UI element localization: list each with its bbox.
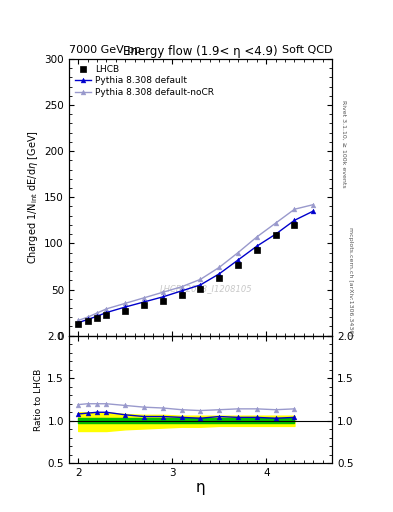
- Pythia 8.308 default: [160, 294, 165, 300]
- LHCB: [217, 275, 222, 282]
- LHCB: [104, 312, 109, 318]
- LHCB: [273, 232, 278, 238]
- Pythia 8.308 default-noCR: [255, 234, 259, 240]
- Pythia 8.308 default: [292, 217, 297, 223]
- Pythia 8.308 default-noCR: [76, 317, 81, 324]
- LHCB: [85, 318, 90, 324]
- Pythia 8.308 default: [311, 208, 316, 214]
- LHCB: [236, 262, 241, 268]
- Pythia 8.308 default: [141, 299, 146, 305]
- Text: LHCB_2013_I1208105: LHCB_2013_I1208105: [160, 284, 252, 293]
- Pythia 8.308 default-noCR: [292, 206, 297, 212]
- Text: Rivet 3.1.10, ≥ 100k events: Rivet 3.1.10, ≥ 100k events: [341, 99, 346, 187]
- Pythia 8.308 default-noCR: [104, 306, 109, 312]
- Legend: LHCB, Pythia 8.308 default, Pythia 8.308 default-noCR: LHCB, Pythia 8.308 default, Pythia 8.308…: [73, 63, 216, 98]
- Pythia 8.308 default: [198, 282, 203, 288]
- Pythia 8.308 default-noCR: [217, 264, 222, 270]
- Pythia 8.308 default: [95, 313, 99, 319]
- Pythia 8.308 default-noCR: [123, 300, 128, 306]
- LHCB: [95, 315, 99, 321]
- X-axis label: η: η: [196, 480, 205, 495]
- Pythia 8.308 default-noCR: [198, 276, 203, 283]
- Y-axis label: Charged 1/N$_\mathrm{int}$ dE/d$\eta$ [GeV]: Charged 1/N$_\mathrm{int}$ dE/d$\eta$ [G…: [26, 131, 40, 264]
- Pythia 8.308 default: [236, 257, 241, 263]
- Line: LHCB: LHCB: [75, 222, 298, 327]
- Pythia 8.308 default: [85, 316, 90, 323]
- Text: mcplots.cern.ch [arXiv:1306.3436]: mcplots.cern.ch [arXiv:1306.3436]: [348, 227, 353, 336]
- LHCB: [255, 247, 259, 253]
- Pythia 8.308 default-noCR: [311, 202, 316, 208]
- LHCB: [123, 308, 128, 314]
- Pythia 8.308 default-noCR: [236, 249, 241, 255]
- LHCB: [198, 286, 203, 292]
- Line: Pythia 8.308 default-noCR: Pythia 8.308 default-noCR: [76, 202, 316, 323]
- Pythia 8.308 default: [123, 304, 128, 310]
- Pythia 8.308 default-noCR: [273, 220, 278, 226]
- Pythia 8.308 default-noCR: [160, 289, 165, 295]
- Pythia 8.308 default-noCR: [179, 284, 184, 290]
- Text: Soft QCD: Soft QCD: [282, 45, 332, 55]
- Text: 7000 GeV pp: 7000 GeV pp: [69, 45, 141, 55]
- LHCB: [160, 297, 165, 304]
- LHCB: [292, 222, 297, 228]
- Pythia 8.308 default: [76, 319, 81, 326]
- Y-axis label: Ratio to LHCB: Ratio to LHCB: [34, 368, 43, 431]
- Pythia 8.308 default: [273, 231, 278, 237]
- Pythia 8.308 default: [217, 271, 222, 277]
- Pythia 8.308 default: [104, 309, 109, 315]
- Pythia 8.308 default-noCR: [95, 310, 99, 316]
- Pythia 8.308 default-noCR: [85, 314, 90, 320]
- Line: Pythia 8.308 default: Pythia 8.308 default: [76, 209, 316, 325]
- LHCB: [76, 321, 81, 327]
- Title: Energy flow (1.9< η <4.9): Energy flow (1.9< η <4.9): [123, 45, 278, 58]
- LHCB: [179, 292, 184, 298]
- LHCB: [141, 302, 146, 308]
- Pythia 8.308 default: [255, 243, 259, 249]
- Pythia 8.308 default: [179, 288, 184, 294]
- Pythia 8.308 default-noCR: [141, 295, 146, 301]
